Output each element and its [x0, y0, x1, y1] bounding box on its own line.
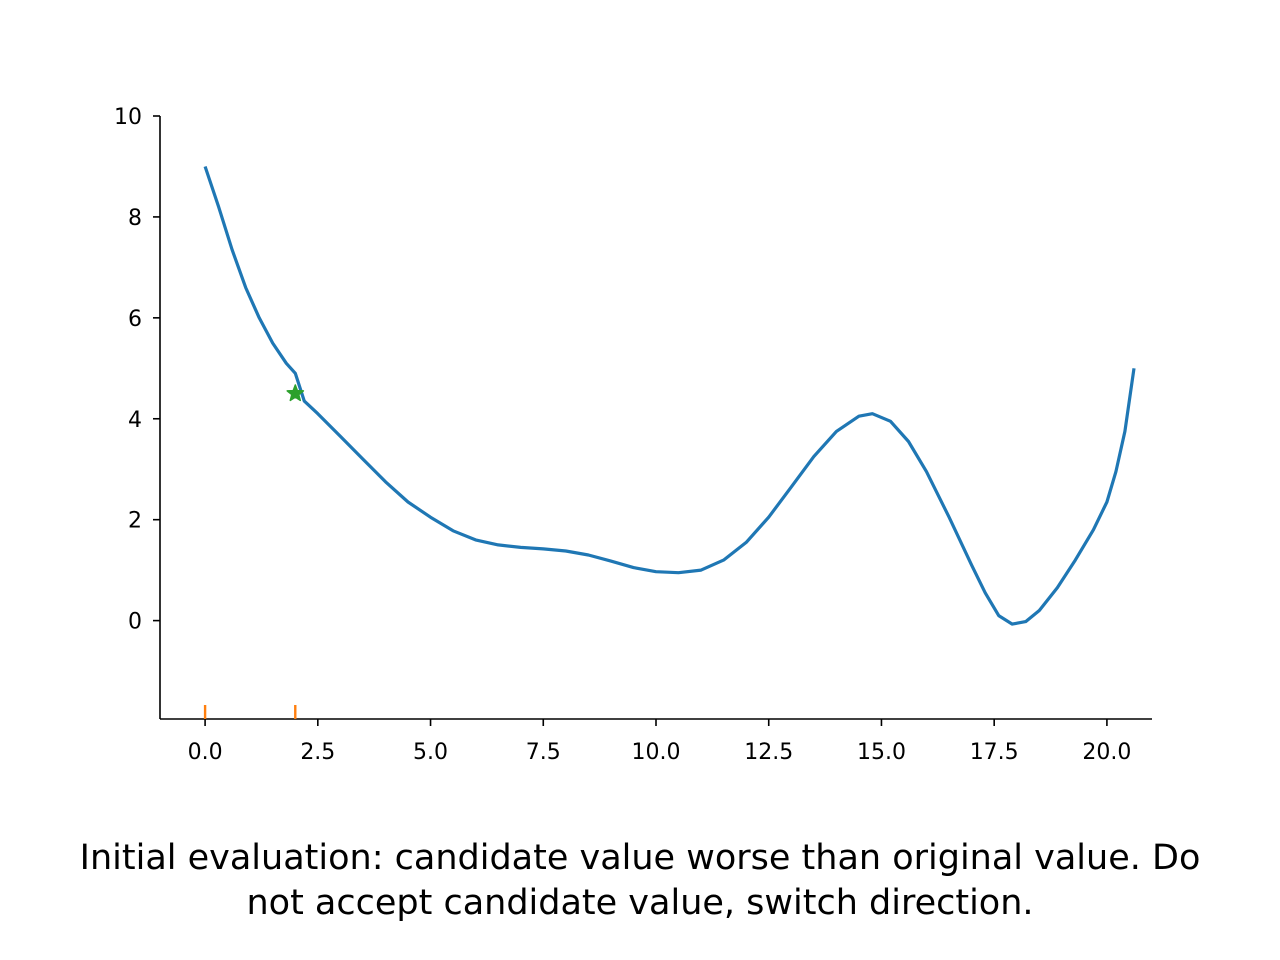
x-tick-label: 20.0	[1082, 740, 1131, 765]
axes	[159, 116, 1152, 720]
x-tick-label: 2.5	[300, 740, 335, 765]
x-tick-label: 0.0	[188, 740, 223, 765]
objective-curve	[203, 165, 1136, 626]
y-tick-label: 10	[114, 105, 142, 130]
y-tick-label: 4	[128, 408, 142, 433]
current-point-star-marker	[286, 384, 305, 402]
y-tick-label: 6	[128, 307, 142, 332]
x-tick-label: 15.0	[857, 740, 906, 765]
x-tick-label: 5.0	[413, 740, 448, 765]
caption-line-1: Initial evaluation: candidate value wors…	[79, 838, 1201, 878]
x-axis-ticks: 0.0 2.5 5.0 7.5 10.0 12.5 15.0 17.5 20.0	[188, 719, 1131, 765]
y-tick-label: 2	[128, 509, 142, 534]
plot-area	[203, 165, 1136, 719]
chart-caption: Initial evaluation: candidate value wors…	[0, 836, 1280, 926]
x-tick-label: 17.5	[970, 740, 1019, 765]
x-tick-label: 12.5	[744, 740, 793, 765]
x-tick-label: 10.0	[632, 740, 681, 765]
y-tick-label: 0	[128, 610, 142, 635]
y-axis-ticks: 0 2 4 6 8 10	[114, 105, 160, 635]
x-tick-label: 7.5	[526, 740, 561, 765]
caption-line-2: not accept candidate value, switch direc…	[246, 883, 1034, 923]
y-tick-label: 8	[128, 206, 142, 231]
